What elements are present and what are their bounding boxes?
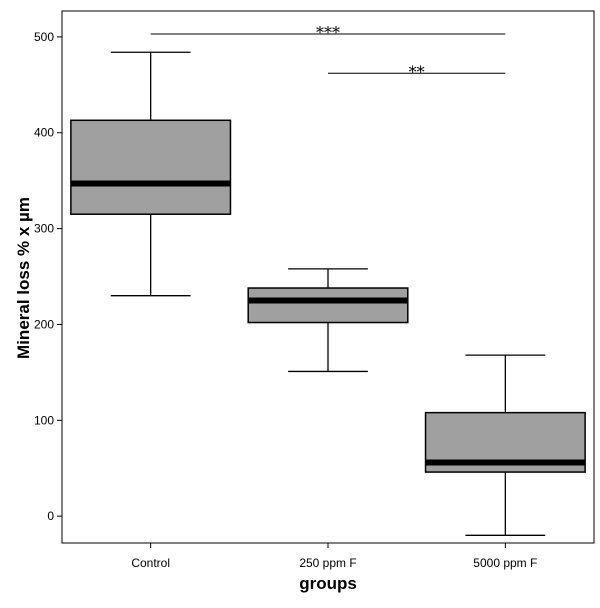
x-axis-title: groups	[299, 574, 357, 593]
significance-label: ***	[316, 23, 340, 42]
y-tick-label: 400	[34, 126, 54, 140]
y-tick-label: 300	[34, 222, 54, 236]
x-tick-label: 5000 ppm F	[473, 556, 537, 570]
box-1	[70, 51, 232, 297]
significance-label: **	[409, 62, 425, 81]
y-axis-title: Mineral loss % x µm	[14, 197, 33, 359]
y-tick-label: 200	[34, 317, 54, 331]
significance-brackets: *****	[150, 23, 506, 81]
boxes	[70, 51, 586, 536]
box-3	[424, 354, 586, 536]
box-2	[247, 268, 409, 373]
box-iqr	[70, 119, 232, 215]
y-tick-label: 500	[34, 30, 54, 44]
x-tick-label: Control	[131, 556, 170, 570]
y-tick-label: 0	[47, 509, 54, 523]
y-axis: 0 100 200 300 400 500	[34, 30, 62, 523]
box-iqr	[247, 287, 409, 324]
x-axis: Control 250 ppm F 5000 ppm F	[131, 543, 537, 570]
y-tick-label: 100	[34, 413, 54, 427]
x-tick-label: 250 ppm F	[299, 556, 356, 570]
